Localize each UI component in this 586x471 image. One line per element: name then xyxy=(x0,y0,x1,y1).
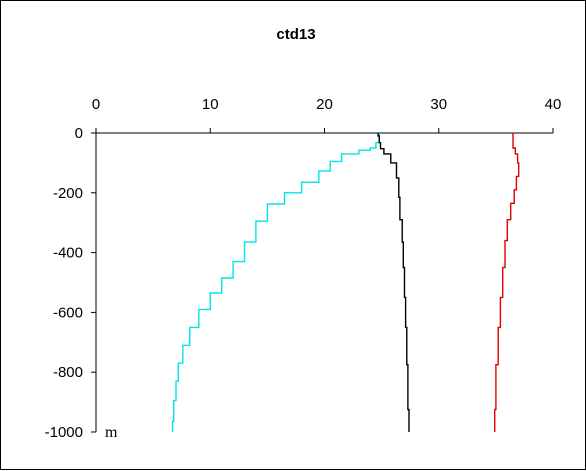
series-line-0 xyxy=(171,133,380,432)
x-tick-label: 10 xyxy=(202,96,219,113)
y-tick-labels: 0 -200 -400 -600 -800 -1000 xyxy=(45,125,83,441)
x-tick-label: 20 xyxy=(316,96,333,113)
y-tick-label: -600 xyxy=(53,304,83,321)
y-tick-label: -1000 xyxy=(45,424,83,441)
y-tick-label: 0 xyxy=(75,125,83,142)
x-tick-label: 40 xyxy=(545,96,562,113)
y-unit-label: m xyxy=(105,424,118,441)
series-line-1 xyxy=(377,133,410,432)
x-tick-label: 30 xyxy=(430,96,447,113)
series-line-2 xyxy=(494,133,520,432)
series-layer xyxy=(171,133,520,432)
y-tick-label: -400 xyxy=(53,245,83,262)
axes-layer xyxy=(91,128,554,433)
x-tick-label: 0 xyxy=(92,96,100,113)
chart-title: ctd13 xyxy=(276,26,315,43)
y-tick-label: -200 xyxy=(53,185,83,202)
y-tick-label: -800 xyxy=(53,364,83,381)
x-tick-labels: 0 10 20 30 40 xyxy=(92,96,562,113)
